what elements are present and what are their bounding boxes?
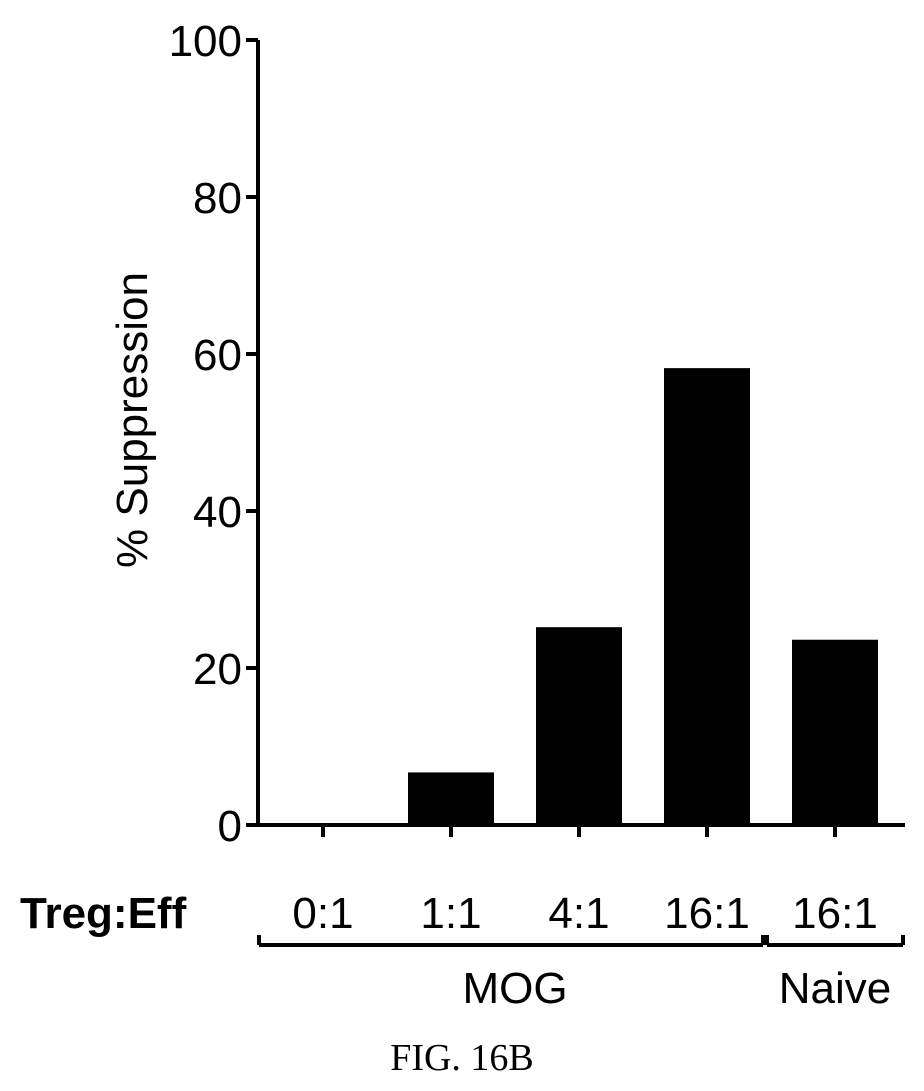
figure-caption: FIG. 16B bbox=[390, 1037, 534, 1079]
y-tick-label: 20 bbox=[193, 645, 242, 694]
category-labels: 0:1 1:1 4:1 16:1 16:1 bbox=[292, 889, 877, 938]
x-axis bbox=[258, 823, 905, 837]
bar bbox=[664, 368, 750, 825]
group-brackets: MOG Naive bbox=[257, 935, 905, 1013]
category-label: 16:1 bbox=[792, 889, 878, 938]
bar bbox=[408, 772, 494, 825]
category-label: 16:1 bbox=[664, 889, 750, 938]
bars bbox=[408, 368, 878, 825]
y-axis: 0 20 40 60 80 100 bbox=[169, 17, 260, 851]
y-tick-label: 100 bbox=[169, 17, 242, 66]
y-tick-label: 40 bbox=[193, 488, 242, 537]
bar bbox=[536, 627, 622, 825]
y-tick-label: 80 bbox=[193, 174, 242, 223]
y-tick-label: 0 bbox=[218, 802, 242, 851]
category-label: 0:1 bbox=[292, 889, 353, 938]
y-axis-title: % Suppression bbox=[108, 272, 157, 568]
bar bbox=[792, 639, 878, 825]
x-row-label: Treg:Eff bbox=[20, 889, 187, 938]
category-label: 4:1 bbox=[548, 889, 609, 938]
y-tick-label: 60 bbox=[193, 331, 242, 380]
group-label: Naive bbox=[779, 964, 892, 1013]
group-label: MOG bbox=[462, 964, 567, 1013]
category-label: 1:1 bbox=[420, 889, 481, 938]
